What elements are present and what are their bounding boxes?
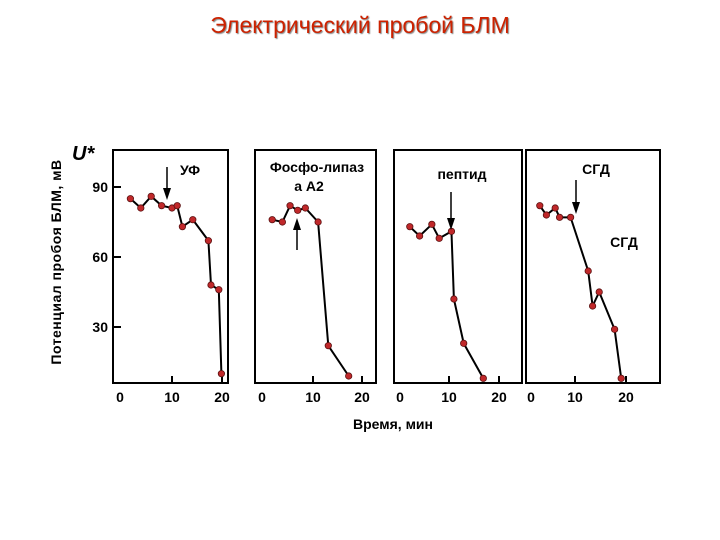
x-tick-label: 10 — [305, 389, 321, 405]
series-line-3 — [409, 222, 485, 379]
data-point — [479, 374, 487, 382]
data-point — [137, 204, 145, 212]
data-point — [158, 202, 166, 210]
panel-frame-1 — [112, 149, 229, 384]
data-point — [345, 372, 353, 380]
x-tick-label: 0 — [258, 389, 266, 405]
x-tick-label: 20 — [491, 389, 507, 405]
data-point — [294, 206, 302, 214]
data-point — [588, 302, 597, 310]
annotation-sgd-2: СГД — [610, 234, 638, 250]
data-point — [204, 237, 212, 245]
x-tick-label: 10 — [441, 389, 457, 405]
y-tick-label: 60 — [92, 249, 108, 265]
arrow-phospholipase-head — [293, 218, 301, 230]
annotation-phospholipase: Фосфо-липаз а А2 — [270, 159, 364, 194]
series-line-2 — [271, 204, 350, 377]
data-point — [207, 281, 215, 289]
data-point — [147, 192, 155, 200]
data-point — [178, 223, 186, 231]
annotation-sgd-1: СГД — [582, 161, 610, 177]
data-point — [542, 211, 551, 219]
data-point — [617, 374, 625, 382]
x-tick-label: 20 — [214, 389, 230, 405]
data-point — [286, 202, 294, 210]
y-axis-label: Потенциал пробоя БЛМ, мВ — [48, 159, 64, 364]
data-point — [406, 223, 414, 231]
annotation-peptide: пептид — [437, 166, 486, 182]
data-point — [447, 227, 456, 235]
y-tick-label: 90 — [92, 179, 108, 195]
arrow-peptide-head — [447, 218, 455, 230]
panel-frame-4 — [525, 149, 661, 384]
data-point — [324, 342, 332, 350]
x-tick-label: 20 — [618, 389, 634, 405]
data-point — [428, 220, 436, 228]
data-point — [173, 202, 181, 210]
series-line-4 — [538, 205, 623, 379]
y-tick-label: 30 — [92, 319, 108, 335]
data-point — [217, 370, 225, 378]
data-point — [126, 195, 134, 203]
panel-frame-3 — [393, 149, 523, 384]
data-point — [435, 234, 443, 242]
data-point — [460, 339, 468, 347]
x-tick-label: 0 — [116, 389, 124, 405]
data-point — [555, 213, 564, 221]
arrow-uv-head — [163, 188, 171, 200]
data-point — [584, 267, 592, 275]
data-point — [566, 213, 575, 221]
x-tick-label: 0 — [527, 389, 535, 405]
data-point — [536, 202, 544, 210]
arrow-sgd-head — [572, 202, 580, 214]
x-tick-label: 0 — [396, 389, 404, 405]
data-point — [268, 216, 276, 224]
data-point — [189, 216, 197, 224]
data-point — [314, 218, 322, 226]
x-tick-label: 20 — [354, 389, 370, 405]
data-point — [610, 325, 619, 333]
data-point — [278, 218, 286, 226]
data-point — [450, 295, 458, 303]
data-point — [551, 204, 559, 212]
data-point — [301, 204, 309, 212]
annotation-uv: УФ — [180, 162, 200, 178]
y-axis-symbol: U* — [72, 143, 95, 165]
data-point — [415, 232, 424, 240]
panel-frame-2 — [254, 149, 377, 384]
data-point — [595, 288, 603, 296]
x-axis-label: Время, мин — [353, 416, 433, 432]
x-tick-label: 10 — [164, 389, 180, 405]
x-tick-label: 10 — [567, 389, 583, 405]
page-title: Электрический пробой БЛМ — [210, 12, 510, 38]
data-point — [215, 286, 223, 294]
